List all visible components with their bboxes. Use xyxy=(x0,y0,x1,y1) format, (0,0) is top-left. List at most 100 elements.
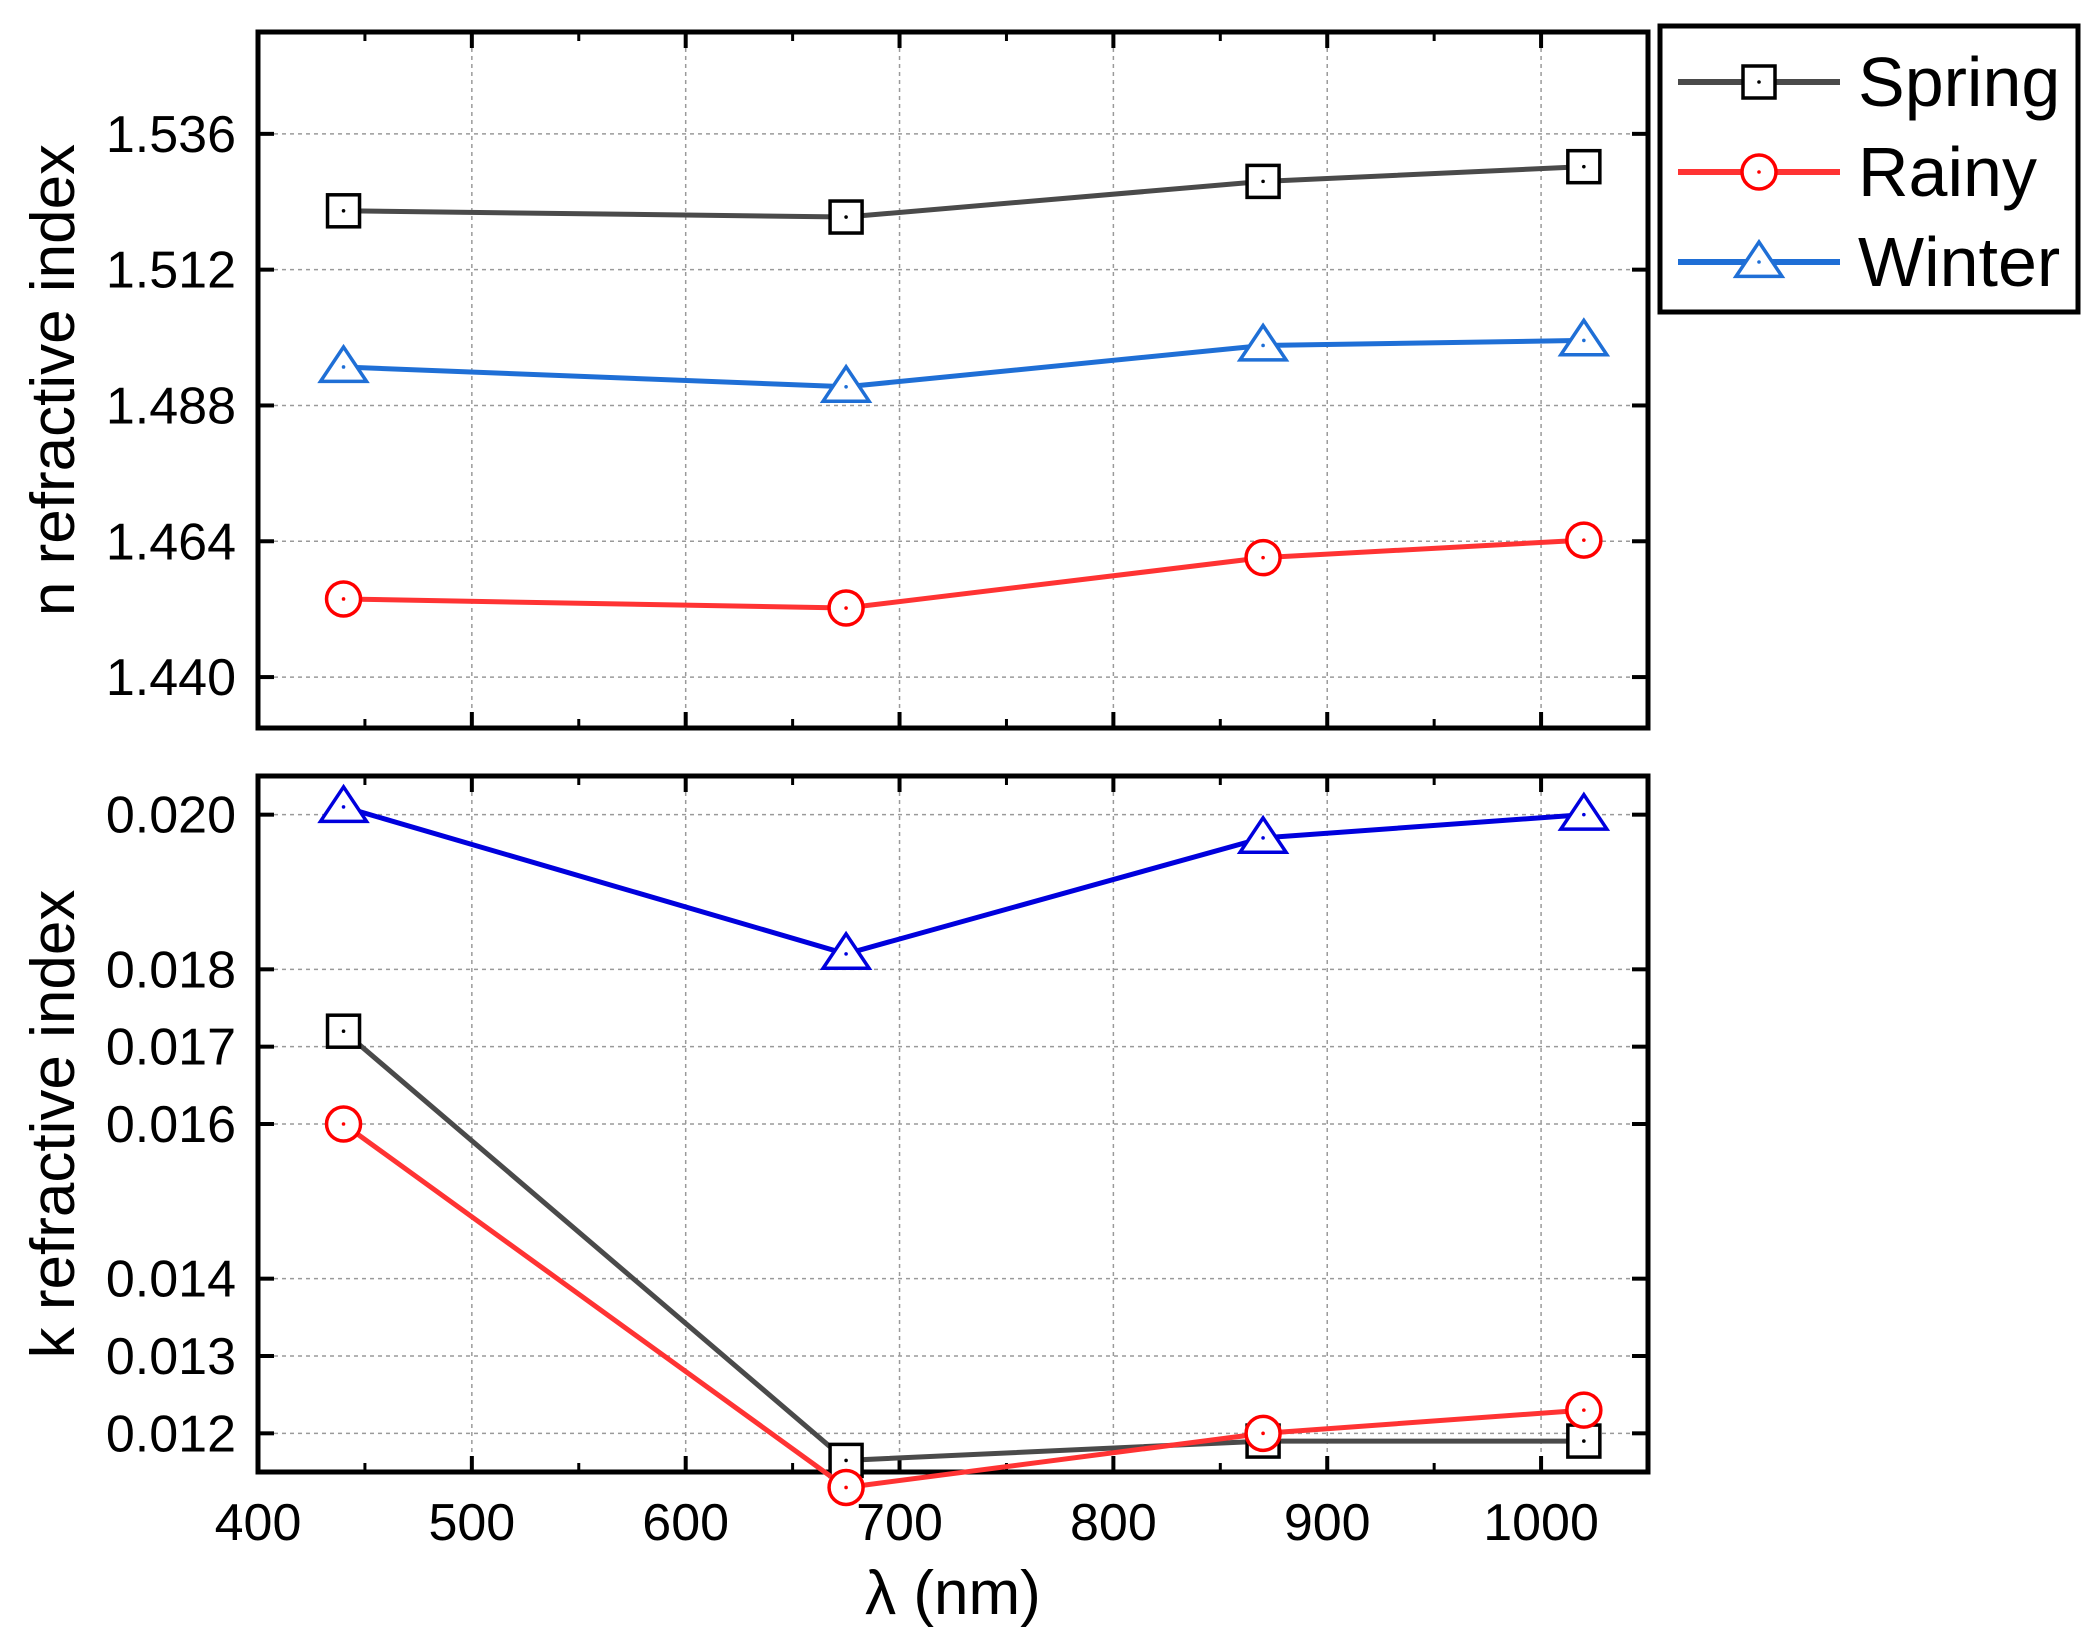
y-tick-label: 1.488 xyxy=(106,377,236,435)
legend-marker-center-dot xyxy=(1757,80,1761,84)
y-tick-label: 0.014 xyxy=(106,1251,236,1309)
data-point-winter-center-dot xyxy=(1582,812,1586,817)
series-winter xyxy=(317,317,1611,403)
data-point-spring-center-dot xyxy=(844,215,848,219)
data-point-rainy xyxy=(1244,538,1282,577)
x-tick-label: 1000 xyxy=(1483,1494,1599,1552)
series-spring xyxy=(325,148,1602,235)
data-point-spring-center-dot xyxy=(341,1029,346,1033)
data-point-winter-triangle xyxy=(317,783,370,824)
legend: Spring Rainy Winter xyxy=(1657,23,2081,315)
data-point-rainy xyxy=(324,1105,363,1143)
legend-label: Rainy xyxy=(1858,133,2037,211)
data-point-winter-center-dot xyxy=(844,952,848,956)
legend-marker-center-dot xyxy=(1757,260,1761,264)
data-point-rainy-center-dot xyxy=(1261,555,1265,560)
data-point-spring-center-dot xyxy=(341,209,346,213)
data-point-spring xyxy=(828,199,864,235)
y-tick-label: 1.536 xyxy=(106,106,236,164)
data-point-spring-center-dot xyxy=(1582,164,1586,169)
series-line-rainy xyxy=(343,537,1584,611)
data-point-rainy xyxy=(827,589,865,627)
data-point-winter-center-dot xyxy=(341,805,346,809)
data-point-winter-triangle xyxy=(819,930,873,971)
data-point-rainy xyxy=(1565,521,1603,559)
x-tick-label: 800 xyxy=(1070,1494,1157,1552)
series-line-winter xyxy=(343,337,1584,390)
gridlines xyxy=(258,32,1648,728)
y-axis-title: n refractive index xyxy=(19,144,88,616)
data-point-winter xyxy=(317,343,370,384)
data-point-rainy-center-dot xyxy=(844,606,848,610)
data-point-rainy-center-dot xyxy=(1582,538,1586,542)
series-rainy xyxy=(324,521,1603,627)
data-point-winter-center-dot xyxy=(1582,338,1586,343)
legend-entry-spring: Spring xyxy=(1678,43,2060,121)
legend-marker xyxy=(1741,64,1777,100)
legend-marker-center-dot xyxy=(1757,170,1761,174)
legend-label: Winter xyxy=(1858,223,2060,301)
x-tick-label: 700 xyxy=(856,1494,943,1552)
legend-entry-winter: Winter xyxy=(1678,223,2060,301)
series-winter xyxy=(317,783,1611,971)
y-tick-label: 1.512 xyxy=(106,242,236,300)
data-point-winter-triangle xyxy=(1236,814,1290,855)
y-tick-label: 0.018 xyxy=(106,941,236,999)
data-point-winter-triangle xyxy=(1557,317,1611,357)
axes-frame xyxy=(255,29,1651,731)
top-panel: 1.440 1.464 1.488 1.512 1.536 n refractive in… xyxy=(19,29,1651,731)
y-axis-title: k refractive index xyxy=(19,890,88,1359)
data-point-rainy-center-dot xyxy=(341,597,346,601)
data-point-winter xyxy=(1236,814,1290,855)
data-point-spring xyxy=(1245,163,1281,200)
series-line-spring xyxy=(341,1029,1584,1463)
legend-label: Spring xyxy=(1858,43,2060,121)
data-point-winter xyxy=(819,930,873,971)
data-point-rainy-center-dot xyxy=(341,1122,346,1126)
gridlines xyxy=(258,776,1648,1472)
y-tick-label: 0.017 xyxy=(106,1019,236,1077)
x-axis-title: λ (nm) xyxy=(865,1559,1041,1628)
x-tick-label: 500 xyxy=(428,1494,515,1552)
data-point-winter xyxy=(1557,317,1611,357)
y-tick-label: 0.020 xyxy=(106,787,236,845)
data-point-rainy xyxy=(324,580,363,618)
data-point-winter-triangle xyxy=(317,343,370,384)
series-spring xyxy=(325,1013,1602,1479)
data-point-rainy xyxy=(1244,1414,1282,1453)
data-point-rainy-center-dot xyxy=(844,1485,848,1490)
data-point-winter-triangle xyxy=(1236,322,1290,362)
x-tick-label: 400 xyxy=(215,1494,302,1552)
y-tick-label: 0.013 xyxy=(106,1328,236,1386)
x-tick-label: 900 xyxy=(1284,1494,1371,1552)
data-point-winter-center-dot xyxy=(844,384,848,389)
data-point-spring-center-dot xyxy=(1582,1439,1586,1443)
data-point-winter-triangle xyxy=(819,363,873,403)
legend-marker-square xyxy=(1741,64,1777,100)
legend-marker-triangle xyxy=(1732,238,1786,279)
data-point-spring xyxy=(325,193,362,229)
legend-marker xyxy=(1732,238,1786,279)
data-point-rainy-center-dot xyxy=(1261,1431,1265,1436)
series-line-spring xyxy=(343,164,1584,220)
bottom-panel: 400 500 600 700 800 900 1000 0.012 0.013 0.014 0.0… xyxy=(19,773,1651,1628)
data-point-winter xyxy=(1557,791,1611,831)
data-point-winter-center-dot xyxy=(1261,343,1265,348)
data-point-winter xyxy=(1236,322,1290,362)
data-point-rainy xyxy=(1565,1391,1603,1429)
series-line-rainy xyxy=(342,1121,1585,1491)
y-tick-label: 0.016 xyxy=(106,1096,236,1154)
data-point-rainy-center-dot xyxy=(1582,1408,1586,1412)
data-point-winter-center-dot xyxy=(1261,836,1265,840)
data-point-spring xyxy=(1566,1423,1602,1459)
x-tick-label: 600 xyxy=(642,1494,729,1552)
data-point-rainy xyxy=(827,1468,865,1507)
legend-entry-rainy: Rainy xyxy=(1678,133,2037,211)
y-tick-label: 1.464 xyxy=(106,513,236,571)
legend-marker xyxy=(1740,153,1778,191)
y-tick-label: 0.012 xyxy=(106,1405,236,1463)
data-point-spring xyxy=(1566,148,1602,185)
data-point-winter-center-dot xyxy=(341,365,346,369)
